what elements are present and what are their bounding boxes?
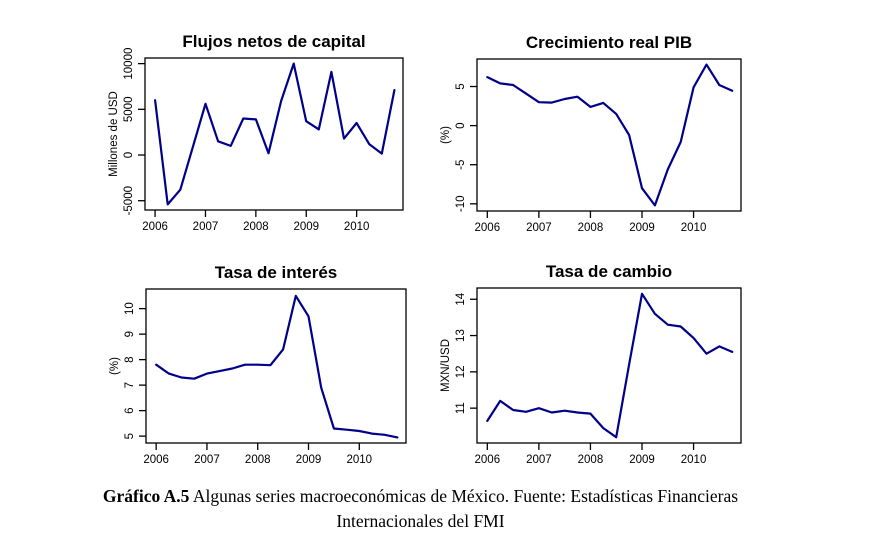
y-tick-label: 10 (124, 302, 136, 315)
x-tick-label: 2007 (194, 454, 220, 466)
plot-box (476, 58, 742, 212)
x-tick-label: 2009 (629, 222, 655, 234)
x-tick-label: 2008 (243, 221, 269, 233)
data-line-crecimiento-real-pib (486, 63, 734, 207)
y-tick-label: 13 (455, 329, 467, 342)
chart-title: Tasa de interés (215, 263, 338, 282)
figure-caption: Gráfico A.5 Algunas series macroeconómic… (0, 484, 875, 534)
y-tick-label: 5000 (123, 97, 135, 123)
x-tick-label: 2010 (346, 454, 372, 466)
x-tick-label: 2009 (293, 221, 319, 233)
caption-line2: Internacionales del FMI (336, 511, 505, 531)
x-tick-label: 2006 (475, 222, 501, 234)
y-axis-label: Millones de USD (108, 91, 120, 177)
y-tick-label: 5 (455, 83, 467, 89)
x-tick-label: 2007 (526, 454, 552, 466)
x-tick-label: 2010 (681, 454, 707, 466)
x-tick-label: 2007 (526, 222, 552, 234)
y-tick-label: -5000 (123, 186, 135, 215)
x-tick-label: 2008 (578, 222, 604, 234)
chart-title: Flujos netos de capital (182, 32, 365, 51)
caption-text: Algunas series macroeconómicas de México… (192, 486, 739, 506)
y-tick-label: 8 (124, 356, 136, 362)
x-tick-label: 2008 (245, 454, 271, 466)
chart-panel-tasa-de-interes: Tasa de interés 2006 2007 2008 2009 2010 5 6 7 8 9… (109, 263, 407, 466)
data-line-tasa-de-cambio (486, 292, 734, 439)
x-tick-label: 2008 (578, 454, 604, 466)
caption-label: Gráfico A.5 (102, 486, 190, 506)
x-tick-label: 2007 (193, 221, 219, 233)
y-axis-label: (%) (109, 357, 121, 375)
y-tick-label: 11 (455, 402, 467, 414)
plot-box (145, 288, 407, 444)
y-tick-label: 12 (455, 365, 467, 378)
x-tick-label: 2006 (143, 454, 169, 466)
y-tick-label: -10 (455, 195, 467, 212)
chart-panel-tasa-de-cambio: Tasa de cambio 2006 2007 2008 2009 2010 11 12 13… (440, 262, 742, 466)
x-tick-label: 2010 (681, 222, 707, 234)
chart-title: Tasa de cambio (546, 262, 672, 281)
x-tick-label: 2006 (142, 221, 168, 233)
y-tick-label: 7 (124, 382, 136, 388)
y-tick-label: 10000 (123, 48, 135, 80)
data-line-flujos-netos-de-capital (154, 62, 396, 206)
chart-title: Crecimiento real PIB (526, 33, 692, 52)
chart-panel-crecimiento-real-pib: Crecimiento real PIB 2006 2007 2008 2009 2010… (440, 33, 742, 234)
y-tick-label: 0 (123, 152, 135, 158)
y-tick-label: 14 (455, 292, 467, 305)
caption-line1: Gráfico A.5 Algunas series macroeconómic… (103, 486, 738, 506)
y-tick-label: 9 (124, 331, 136, 337)
plot-box (144, 57, 404, 211)
x-tick-label: 2009 (296, 454, 322, 466)
y-tick-label: -5 (455, 160, 467, 170)
y-tick-label: 5 (124, 433, 136, 439)
y-axis-label: MXN/USD (440, 339, 452, 392)
y-tick-label: 6 (124, 407, 136, 413)
charts-grid: Flujos netos de capital 2006 2007 2008 2009 2… (108, 32, 742, 466)
data-line-tasa-de-interes (155, 294, 399, 439)
y-tick-label: 0 (455, 122, 467, 128)
x-tick-label: 2006 (475, 454, 501, 466)
x-tick-label: 2009 (629, 454, 655, 466)
chart-panel-flujos-netos-de-capital: Flujos netos de capital 2006 2007 2008 2009 2… (108, 32, 404, 233)
plot-box (476, 287, 742, 444)
x-tick-label: 2010 (344, 221, 370, 233)
y-axis-label: (%) (440, 126, 452, 144)
